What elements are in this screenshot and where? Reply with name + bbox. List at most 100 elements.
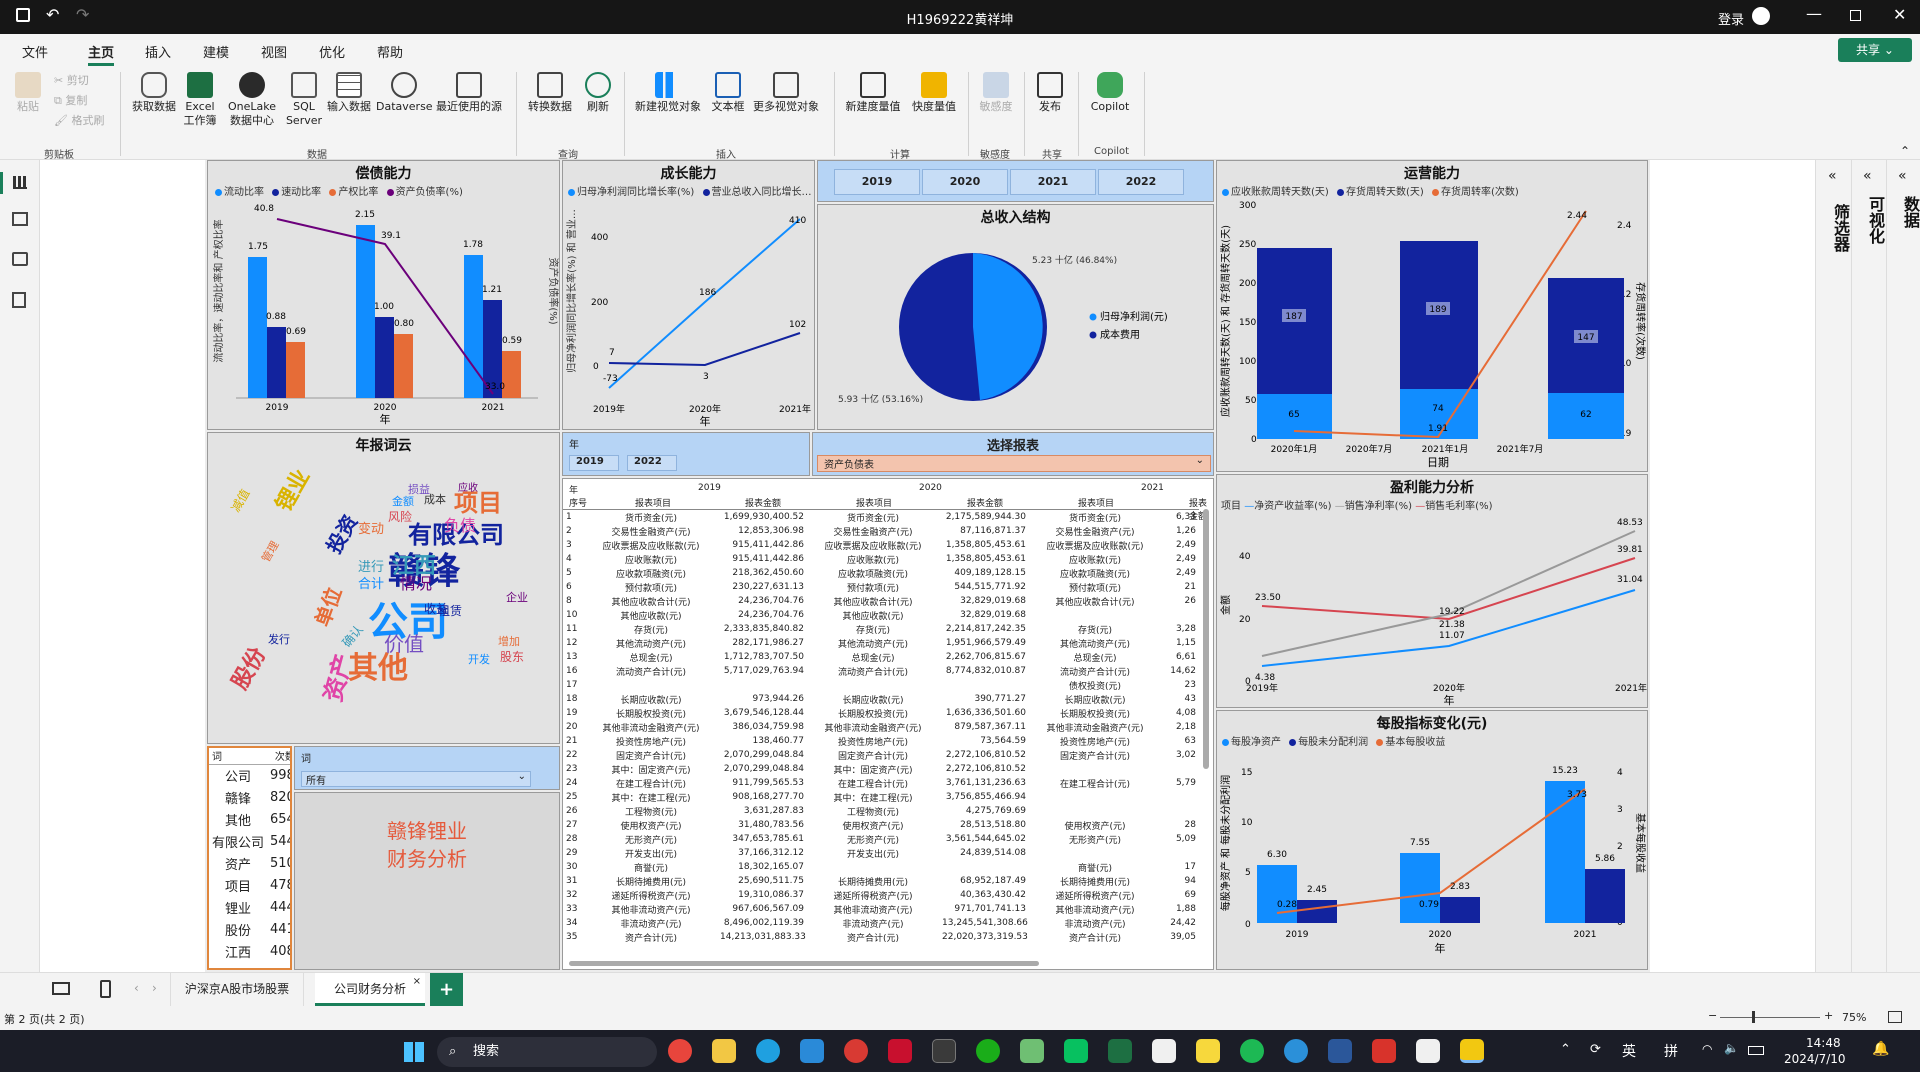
menu-optimize[interactable]: 优化	[319, 46, 346, 61]
maximize-icon[interactable]	[1850, 10, 1861, 21]
redo-icon[interactable]: ↷	[76, 5, 90, 24]
login-link[interactable]: 登录	[1718, 13, 1745, 28]
spotify-icon[interactable]	[1240, 1039, 1264, 1063]
copy-button[interactable]: ⧉ 复制	[54, 94, 88, 107]
undo-icon[interactable]: ↶	[46, 5, 60, 24]
recent-sources-button[interactable]: 最近使用的源	[432, 72, 506, 114]
text-box-button[interactable]: 文本框	[708, 72, 748, 114]
next-page-icon[interactable]: ›	[152, 981, 157, 995]
typora-icon[interactable]	[1152, 1039, 1176, 1063]
word-col-header[interactable]: 词	[212, 752, 222, 764]
menu-modeling[interactable]: 建模	[203, 46, 230, 61]
year-option-2019[interactable]: 2019	[834, 169, 920, 195]
year-option-2022[interactable]: 2022	[1098, 169, 1184, 195]
dataverse-button[interactable]: Dataverse	[376, 72, 433, 114]
tray-app-icon[interactable]: ⟳	[1590, 1042, 1601, 1057]
year-range-slicer[interactable]: 年 2019 2022	[562, 432, 810, 476]
tray-expand-icon[interactable]: ⌃	[1560, 1042, 1571, 1057]
filter-pane-tab[interactable]: 筛选器	[1831, 204, 1850, 252]
matrix-horizontal-scrollbar[interactable]	[569, 961, 1039, 966]
edge-icon[interactable]	[756, 1039, 780, 1063]
debt-chart-panel[interactable]: 偿债能力 流动比率 速动比率 产权比率 资产负债率(%) 流动比率，速动比率和 …	[207, 160, 560, 430]
new-visual-button[interactable]: 新建视觉对象	[630, 72, 706, 114]
ime-lang[interactable]: 英	[1622, 1044, 1636, 1060]
paste-button[interactable]: 粘贴	[10, 72, 46, 114]
collapse-ribbon-icon[interactable]: ⌃	[1900, 144, 1911, 158]
year-option-2021[interactable]: 2021	[1010, 169, 1096, 195]
user-avatar-icon[interactable]	[1752, 7, 1770, 25]
wps-icon[interactable]	[1372, 1039, 1396, 1063]
cut-button[interactable]: ✂ 剪切	[54, 74, 89, 87]
expand-viz-icon[interactable]: «	[1863, 168, 1872, 184]
menu-view[interactable]: 视图	[261, 46, 288, 61]
ops-chart-panel[interactable]: 运营能力 应收账款周转天数(天) 存货周转天数(天) 存货周转率(次数) 应收账…	[1216, 160, 1648, 472]
word-slicer-panel[interactable]: 词 所有 ⌄	[294, 746, 560, 790]
sticky-notes-icon[interactable]	[1196, 1039, 1220, 1063]
transform-data-button[interactable]: 转换数据	[522, 72, 578, 114]
onelake-button[interactable]: OneLake 数据中心	[224, 72, 280, 128]
year-from-input[interactable]: 2019	[569, 455, 619, 471]
app-red-icon[interactable]	[888, 1039, 912, 1063]
word-slicer-dropdown[interactable]: 所有 ⌄	[301, 771, 531, 787]
share-button[interactable]: 共享 ⌄	[1838, 38, 1912, 62]
menu-home[interactable]: 主页	[88, 42, 115, 66]
save-icon[interactable]	[16, 8, 30, 22]
revenue-pie-panel[interactable]: 总收入结构 5.23 十亿 (46.84%) 5.93 十亿 (53.16%) …	[817, 204, 1214, 430]
expand-filter-icon[interactable]: «	[1828, 168, 1837, 184]
volume-icon[interactable]: 🔈	[1724, 1041, 1739, 1055]
pershare-chart-panel[interactable]: 每股指标变化(元) 每股净资产 每股未分配利润 基本每股收益 每股净资产 和 每…	[1216, 710, 1648, 970]
notification-icon[interactable]: 🔔	[1872, 1041, 1890, 1057]
menu-file[interactable]: 文件	[22, 46, 49, 61]
balance-matrix-panel[interactable]: 年 2019 2020 2021 序号 报表项目 报表金额 报表项目 报表金额 …	[562, 478, 1214, 970]
growth-chart-panel[interactable]: 成长能力 归母净利润同比增长率(%) 营业总收入同比增长… 归母净利润同比增长率…	[562, 160, 815, 430]
tab-market-stocks[interactable]: 沪深京A股市场股票	[170, 973, 304, 1006]
menu-help[interactable]: 帮助	[377, 46, 404, 61]
app-v-icon[interactable]	[1284, 1039, 1308, 1063]
menu-insert[interactable]: 插入	[145, 46, 172, 61]
netease-music-icon[interactable]	[844, 1039, 868, 1063]
tab-financial-analysis[interactable]: 公司财务分析 ×	[315, 973, 425, 1006]
close-icon[interactable]: ✕	[1893, 5, 1907, 24]
close-tab-icon[interactable]: ×	[412, 976, 421, 987]
matrix-vertical-scrollbar[interactable]	[1203, 509, 1209, 769]
desktop-layout-icon[interactable]	[52, 982, 70, 995]
zoom-slider-thumb[interactable]	[1752, 1011, 1755, 1023]
zoom-out-icon[interactable]: −	[1708, 1009, 1718, 1022]
report-view-icon[interactable]	[0, 172, 3, 194]
count-col-header[interactable]: 次数	[274, 752, 290, 764]
data-pane-tab[interactable]: 数据	[1901, 196, 1920, 228]
powerbi-icon[interactable]	[1460, 1039, 1484, 1063]
terminal-icon[interactable]	[932, 1039, 956, 1063]
expand-data-icon[interactable]: «	[1898, 168, 1907, 184]
title-textbox[interactable]: 赣锋锂业 财务分析	[294, 792, 560, 970]
wordcloud-panel[interactable]: 年报词云 赣锋 公司 有限公司 其他 资产 项目 锂业 股份 江西 投资 价值 …	[207, 432, 560, 744]
report-view-icon[interactable]	[13, 176, 27, 189]
more-visuals-button[interactable]: 更多视觉对象	[748, 72, 824, 114]
minimize-icon[interactable]: —	[1806, 4, 1822, 23]
word-table-panel[interactable]: 词 次数 公司998 赣锋820 其他654 有限公司544 资产510 项目47…	[207, 746, 292, 970]
clock-date[interactable]: 2024/7/10	[1784, 1052, 1846, 1066]
sensitivity-button[interactable]: 敏感度	[974, 72, 1018, 114]
profit-chart-panel[interactable]: 盈利能力分析 项目 —净资产收益率(%) —销售净利率(%) —销售毛利率(%)…	[1216, 474, 1648, 708]
wifi-icon[interactable]: ◠	[1702, 1042, 1713, 1056]
clock-time[interactable]: 14:48	[1806, 1036, 1841, 1050]
year-slicer-panel[interactable]: 2019 2020 2021 2022	[817, 160, 1214, 202]
viz-pane-tab[interactable]: 可视化	[1866, 196, 1885, 244]
get-data-button[interactable]: 获取数据	[126, 72, 182, 114]
start-icon[interactable]	[404, 1042, 424, 1062]
chrome-icon[interactable]	[668, 1039, 692, 1063]
format-painter-button[interactable]: 🖌 格式刷	[54, 114, 105, 127]
taskbar-search[interactable]: ⌕ 搜索	[437, 1037, 657, 1067]
excel-taskbar-icon[interactable]	[1108, 1039, 1132, 1063]
typora2-icon[interactable]	[1416, 1039, 1440, 1063]
add-page-button[interactable]: +	[430, 973, 463, 1006]
mobile-layout-icon[interactable]	[100, 980, 111, 998]
zoom-slider[interactable]	[1720, 1017, 1820, 1018]
report-type-dropdown[interactable]: 资产负债表 ⌄	[817, 455, 1211, 472]
table-view-icon[interactable]	[12, 212, 28, 226]
new-measure-button[interactable]: 新建度量值	[840, 72, 906, 114]
publish-button[interactable]: 发布	[1030, 72, 1070, 114]
sql-server-button[interactable]: SQL Server	[284, 72, 324, 128]
fit-page-icon[interactable]	[1888, 1011, 1902, 1023]
zoom-in-icon[interactable]: +	[1824, 1009, 1834, 1022]
